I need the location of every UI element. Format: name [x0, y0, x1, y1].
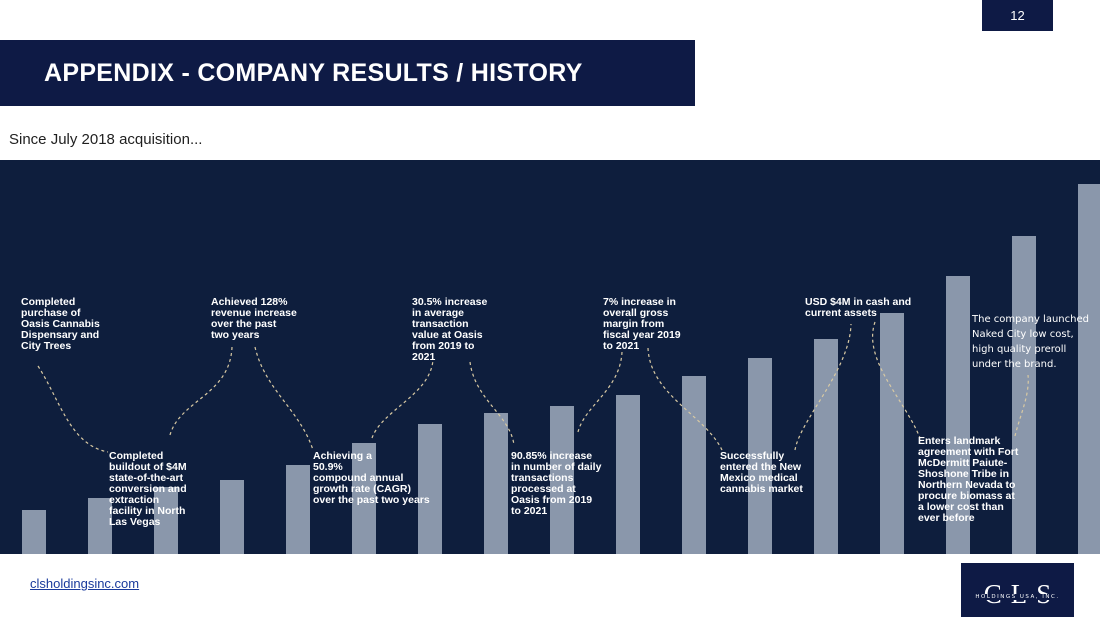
growth-bar-14 — [880, 313, 904, 554]
milestone-11: The company launched Naked City low cost… — [972, 314, 1089, 370]
growth-bar-9 — [550, 406, 574, 554]
milestone-7: 7% increase in overall gross margin from… — [603, 296, 681, 352]
milestone-8: Successfully entered the New Mexico medi… — [720, 450, 803, 495]
connector-4 — [371, 359, 434, 439]
milestone-4: Achieving a 50.9% compound annual growth… — [313, 450, 430, 506]
milestone-10: Enters landmark agreement with Fort McDe… — [918, 435, 1019, 524]
website-link[interactable]: clsholdingsinc.com — [30, 576, 140, 591]
growth-bar-3 — [154, 487, 178, 554]
page-title: APPENDIX - COMPANY RESULTS / HISTORY — [44, 58, 583, 87]
title-bar: APPENDIX - COMPANY RESULTS / HISTORY — [0, 40, 695, 106]
connector-5 — [469, 361, 515, 446]
milestone-9: USD $4M in cash and current assets — [805, 296, 912, 319]
connector-6 — [577, 351, 623, 433]
milestone-2: Completed buildout of $4M state-of-the-a… — [109, 450, 187, 528]
growth-bar-17 — [1078, 184, 1100, 554]
growth-bar-12 — [748, 358, 772, 554]
connector-2 — [169, 346, 233, 436]
growth-bar-11 — [682, 376, 706, 554]
milestone-3: Achieved 128% revenue increase over the … — [211, 296, 297, 341]
growth-bar-8 — [484, 413, 508, 554]
connector-7 — [647, 347, 723, 451]
growth-bar-2 — [88, 498, 112, 554]
milestone-6: 90.85% increase in number of daily trans… — [511, 450, 602, 517]
connector-10 — [1014, 374, 1029, 437]
growth-bar-6 — [352, 443, 376, 554]
connector-lines — [37, 321, 1029, 453]
growth-bar-1 — [22, 510, 46, 554]
connector-9 — [872, 321, 921, 439]
growth-bar-4 — [220, 480, 244, 554]
growth-bar-10 — [616, 395, 640, 554]
connector-8 — [794, 323, 852, 451]
growth-bar-16 — [1012, 236, 1036, 554]
milestone-5: 30.5% increase in average transaction va… — [412, 296, 488, 363]
milestone-1: Completed purchase of Oasis Cannabis Dis… — [21, 296, 100, 352]
page-number: 12 — [982, 0, 1053, 31]
logo-subtext: HOLDINGS USA, INC. — [972, 593, 1063, 600]
subtitle: Since July 2018 acquisition... — [9, 131, 203, 148]
history-panel: Completed purchase of Oasis Cannabis Dis… — [0, 160, 1100, 554]
connector-3 — [254, 346, 314, 451]
connector-1 — [37, 365, 109, 453]
growth-bar-7 — [418, 424, 442, 554]
cls-logo: CLS HOLDINGS USA, INC. — [961, 563, 1074, 617]
growth-bar-15 — [946, 276, 970, 554]
growth-bar-5 — [286, 465, 310, 554]
growth-bar-13 — [814, 339, 838, 554]
